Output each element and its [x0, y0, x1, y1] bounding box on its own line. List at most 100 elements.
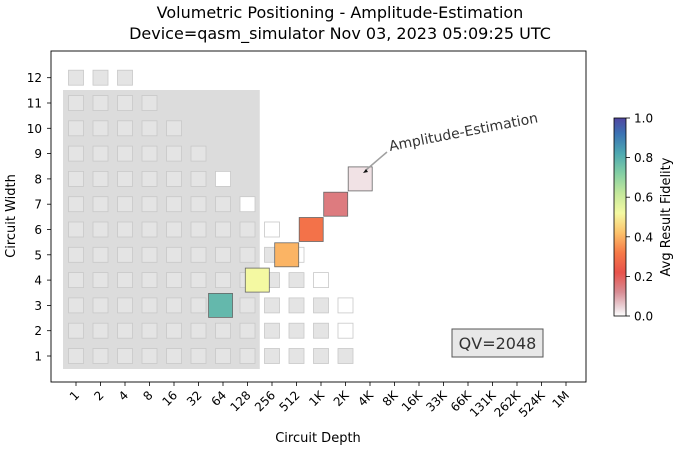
background-cell [141, 246, 158, 263]
background-cell [313, 348, 329, 364]
background-cell [190, 145, 207, 162]
background-cell [117, 246, 133, 263]
background-cell [215, 170, 231, 187]
background-cell [337, 322, 354, 339]
background-cell [92, 297, 109, 314]
background-cell [68, 145, 84, 162]
background-cell [141, 297, 158, 314]
background-cell [166, 120, 182, 137]
result-marker [244, 267, 270, 293]
background-cell [141, 95, 158, 111]
colorbar-label: Avg Result Fidelity [659, 157, 674, 276]
x-tick-label: 4K [355, 387, 377, 409]
y-tick-label: 4 [34, 274, 42, 288]
background-cell [264, 322, 280, 339]
background-cell [166, 322, 182, 339]
background-cell [337, 297, 354, 314]
background-cell [68, 170, 84, 187]
background-cell [166, 348, 182, 364]
background-cell [190, 196, 207, 213]
background-cell [190, 348, 207, 364]
background-cell [141, 272, 158, 289]
background-cell [215, 196, 231, 213]
background-cell [313, 322, 329, 339]
background-cell [337, 348, 354, 364]
background-cell [166, 170, 182, 187]
background-cell [68, 348, 84, 364]
background-cell [264, 297, 280, 314]
background-cell [264, 221, 280, 238]
result-marker [323, 191, 349, 217]
background-cell [117, 196, 133, 213]
background-cell [68, 95, 84, 111]
background-cell [313, 272, 329, 289]
background-cell [68, 69, 84, 86]
x-tick-label: 33K [423, 387, 450, 414]
x-tick-label: 512 [277, 388, 303, 414]
y-tick-label: 11 [27, 97, 42, 111]
background-cell [215, 246, 231, 263]
background-cell [68, 272, 84, 289]
annotation-arrow [365, 151, 388, 171]
background-cell [92, 145, 109, 162]
background-cell [68, 322, 84, 339]
background-cell [117, 69, 133, 86]
colorbar-tick-label: 0.6 [634, 191, 653, 205]
background-cell [141, 145, 158, 162]
background-cell [141, 196, 158, 213]
x-tick-label: 131K [467, 387, 499, 419]
y-tick-label: 10 [27, 122, 42, 136]
y-tick-label: 6 [34, 223, 42, 237]
background-cell [92, 95, 109, 111]
background-cell [215, 272, 231, 289]
x-tick-label: 8 [140, 388, 155, 403]
x-tick-label: 16 [159, 388, 180, 409]
background-cell [117, 95, 133, 111]
background-cell [92, 69, 109, 86]
result-marker [274, 242, 300, 268]
background-cell [215, 322, 231, 339]
background-cell [288, 348, 305, 364]
y-tick-label: 9 [34, 147, 42, 161]
background-cell [166, 196, 182, 213]
x-tick-label: 256 [252, 388, 278, 414]
background-cell [166, 246, 182, 263]
background-cell [117, 322, 133, 339]
y-tick-label: 3 [34, 299, 42, 313]
annotation-arrowhead [363, 169, 368, 173]
colorbar-tick-label: 0.2 [634, 270, 653, 284]
background-cell [68, 246, 84, 263]
colorbar-ticks: 0.0 0.2 0.4 0.6 0.8 1.0 [626, 112, 653, 324]
x-tick-label: 1M [549, 388, 572, 411]
background-cell [68, 196, 84, 213]
background-cell [190, 246, 207, 263]
background-cell [92, 221, 109, 238]
qv-box: QV=2048 [451, 328, 544, 358]
x-tick-label: 32 [184, 388, 205, 409]
background-cell [190, 272, 207, 289]
background-cell [264, 348, 280, 364]
background-cell [92, 272, 109, 289]
background-cell [215, 221, 231, 238]
x-tick-label: 4 [116, 388, 131, 403]
background-cell [166, 272, 182, 289]
background-cell [239, 246, 256, 263]
background-cell [92, 170, 109, 187]
background-cell [288, 272, 305, 289]
colorbar-tick-label: 0.4 [634, 230, 653, 244]
y-tick-label: 5 [34, 248, 42, 262]
x-tick-label: 128 [228, 388, 254, 414]
y-tick-label: 7 [34, 198, 42, 212]
x-tick-label: 8K [380, 387, 402, 409]
background-cell [117, 348, 133, 364]
background-cell [117, 297, 133, 314]
result-marker [347, 166, 373, 192]
background-cell [239, 297, 256, 314]
x-tick-label: 524K [516, 387, 548, 419]
background-cell [239, 221, 256, 238]
colorbar-tick-label: 0.8 [634, 151, 653, 165]
y-tick-label: 1 [34, 350, 42, 364]
background-cell [117, 120, 133, 137]
result-marker [208, 292, 233, 318]
